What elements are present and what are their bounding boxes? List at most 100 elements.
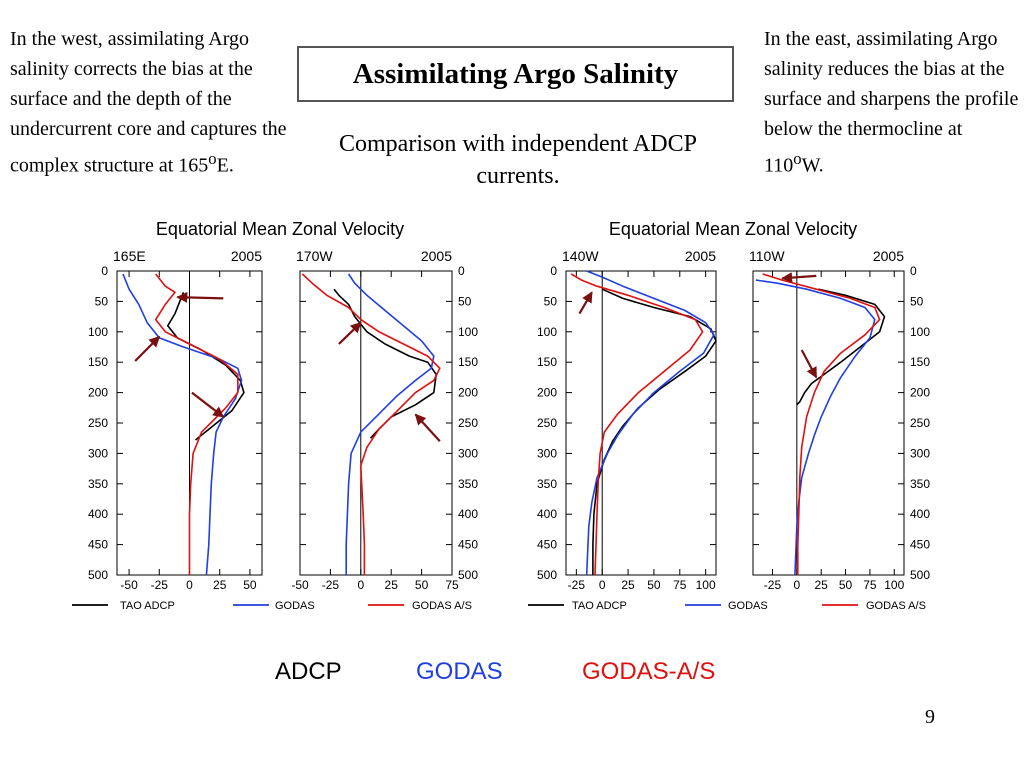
series-line-tao-adcp-110w <box>796 288 886 406</box>
annotation-arrow-170w-1 <box>338 321 362 345</box>
panel-label-165e: 165E <box>113 248 146 264</box>
ytick-label: 400 <box>910 507 930 521</box>
xtick-label: -50 <box>120 578 138 592</box>
ytick-label: 0 <box>101 264 108 278</box>
annotation-arrow-165e-1 <box>176 291 224 303</box>
xtick-label: 0 <box>599 578 606 592</box>
ytick-label: 50 <box>544 294 558 308</box>
panel-label-140w: 140W <box>562 248 599 264</box>
ytick-label: 400 <box>458 507 478 521</box>
ytick-label: 200 <box>537 386 557 400</box>
ytick-label: 150 <box>88 355 108 369</box>
panel-frame-170w <box>299 270 453 576</box>
legend-entry-tao-adcp: TAO ADCP <box>120 600 175 612</box>
ytick-label: 300 <box>458 446 478 460</box>
ytick-label: 250 <box>88 416 108 430</box>
legend-entry-tao-adcp: TAO ADCP <box>572 600 627 612</box>
series-line-godas-a-s-110w <box>762 273 881 575</box>
legend-entry-godas-a-s: GODAS A/S <box>412 600 472 612</box>
chart-title-2: Equatorial Mean Zonal Velocity <box>609 219 857 239</box>
ytick-label: 150 <box>537 355 557 369</box>
panel-label-110w: 110W <box>749 248 785 264</box>
ytick-label: 200 <box>88 386 108 400</box>
annotation-arrow-110w-1 <box>781 272 817 284</box>
xtick-label: 25 <box>385 578 399 592</box>
panel-year-140w: 2005 <box>685 248 716 264</box>
xtick-label: 50 <box>839 578 853 592</box>
ytick-label: 50 <box>95 294 109 308</box>
ytick-label: 200 <box>910 386 930 400</box>
series-line-godas-165e <box>122 273 243 576</box>
series-line-godas-110w <box>755 279 876 576</box>
ytick-label: 250 <box>910 416 930 430</box>
west-note-main: In the west, assimilating Argo salinity … <box>10 28 287 177</box>
ytick-label: 50 <box>458 294 472 308</box>
ytick-label: 350 <box>458 477 478 491</box>
ytick-label: 250 <box>537 416 557 430</box>
series-line-tao-adcp-170w <box>333 288 438 439</box>
east-annotation-text: In the east, assimilating Argo salinity … <box>764 24 1019 181</box>
annotation-arrow-165e-2 <box>134 335 161 362</box>
ytick-label: 450 <box>88 538 108 552</box>
xtick-label: 100 <box>884 578 904 592</box>
ytick-label: 0 <box>550 264 557 278</box>
ytick-label: 500 <box>537 568 557 582</box>
west-note-superscript: o <box>208 149 217 168</box>
panel-year-110w: 2005 <box>873 248 904 264</box>
ytick-label: 400 <box>537 507 557 521</box>
panel-year-170w: 2005 <box>421 248 452 264</box>
ytick-label: 350 <box>537 477 557 491</box>
slide-title: Assimilating Argo Salinity <box>297 46 734 102</box>
xtick-label: 50 <box>647 578 661 592</box>
series-line-godas-a-s-140w <box>570 273 704 576</box>
east-note-end: W. <box>801 154 824 177</box>
panel-frame-110w <box>752 270 905 576</box>
xtick-label: 50 <box>415 578 429 592</box>
ytick-label: 100 <box>458 325 478 339</box>
ytick-label: 150 <box>458 355 478 369</box>
ytick-label: 0 <box>910 264 917 278</box>
ytick-label: 300 <box>537 446 557 460</box>
ytick-label: 150 <box>910 355 930 369</box>
key-label-godas: GODAS <box>416 658 503 685</box>
xtick-label: -25 <box>322 578 340 592</box>
west-note-end: E. <box>216 154 234 177</box>
annotation-arrow-110w-2 <box>800 349 818 379</box>
panel-year-165e: 2005 <box>231 248 262 264</box>
ytick-label: 200 <box>458 386 478 400</box>
legend-entry-godas-a-s: GODAS A/S <box>866 600 926 612</box>
xtick-label: 75 <box>445 578 459 592</box>
ytick-label: 100 <box>88 325 108 339</box>
chart-title-1: Equatorial Mean Zonal Velocity <box>156 219 404 239</box>
xtick-label: -25 <box>151 578 169 592</box>
ytick-label: 300 <box>88 446 108 460</box>
ytick-label: 500 <box>910 568 930 582</box>
xtick-label: 25 <box>815 578 829 592</box>
ytick-label: 0 <box>458 264 465 278</box>
east-note-superscript: o <box>793 149 802 168</box>
east-note-main: In the east, assimilating Argo salinity … <box>764 28 1019 177</box>
ytick-label: 450 <box>910 538 930 552</box>
xtick-label: 25 <box>621 578 635 592</box>
ytick-label: 100 <box>910 325 930 339</box>
series-line-tao-adcp-140w <box>592 288 717 575</box>
ytick-label: 350 <box>910 477 930 491</box>
page-number: 9 <box>925 706 935 728</box>
key-label-godas-as: GODAS-A/S <box>582 658 716 685</box>
slide-subtitle: Comparison with independent ADCP current… <box>339 131 697 189</box>
panel-label-170w: 170W <box>296 248 333 264</box>
annotation-arrow-165e-3 <box>191 391 225 418</box>
ytick-label: 100 <box>537 325 557 339</box>
ytick-label: 500 <box>458 568 478 582</box>
xtick-label: 0 <box>357 578 364 592</box>
xtick-label: 100 <box>696 578 716 592</box>
key-label-adcp: ADCP <box>275 658 342 685</box>
xtick-label: 75 <box>673 578 687 592</box>
ytick-label: 400 <box>88 507 108 521</box>
series-line-godas-a-s-170w <box>301 273 441 575</box>
xtick-label: -25 <box>568 578 586 592</box>
series-line-godas-140w <box>585 270 715 576</box>
ytick-label: 300 <box>910 446 930 460</box>
ytick-label: 250 <box>458 416 478 430</box>
xtick-label: 50 <box>243 578 257 592</box>
